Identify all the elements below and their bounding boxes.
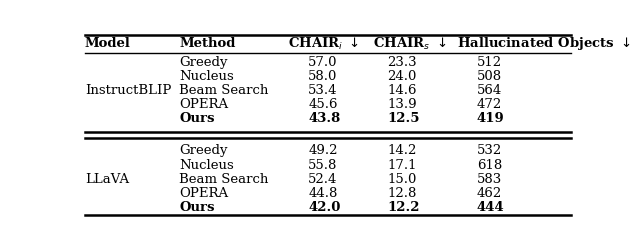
Text: Nucleus: Nucleus <box>179 158 234 172</box>
Text: 43.8: 43.8 <box>308 112 340 125</box>
Text: CHAIR$_i$ $\downarrow$: CHAIR$_i$ $\downarrow$ <box>288 36 360 52</box>
Text: 419: 419 <box>477 112 504 125</box>
Text: 17.1: 17.1 <box>388 158 417 172</box>
Text: 508: 508 <box>477 70 502 83</box>
Text: Hallucinated Objects $\downarrow$: Hallucinated Objects $\downarrow$ <box>457 35 631 52</box>
Text: Ours: Ours <box>179 112 214 125</box>
Text: 57.0: 57.0 <box>308 56 338 69</box>
Text: 15.0: 15.0 <box>388 172 417 186</box>
Text: 583: 583 <box>477 172 502 186</box>
Text: 462: 462 <box>477 187 502 200</box>
Text: 14.6: 14.6 <box>388 84 417 97</box>
Text: 42.0: 42.0 <box>308 201 340 214</box>
Text: 55.8: 55.8 <box>308 158 337 172</box>
Text: 12.2: 12.2 <box>388 201 420 214</box>
Text: Beam Search: Beam Search <box>179 172 269 186</box>
Text: OPERA: OPERA <box>179 98 228 111</box>
Text: Greedy: Greedy <box>179 56 228 69</box>
Text: Beam Search: Beam Search <box>179 84 269 97</box>
Text: 532: 532 <box>477 144 502 158</box>
Text: 53.4: 53.4 <box>308 84 338 97</box>
Text: 14.2: 14.2 <box>388 144 417 158</box>
Text: 512: 512 <box>477 56 502 69</box>
Text: 564: 564 <box>477 84 502 97</box>
Text: Nucleus: Nucleus <box>179 70 234 83</box>
Text: 58.0: 58.0 <box>308 70 337 83</box>
Text: 472: 472 <box>477 98 502 111</box>
Text: 52.4: 52.4 <box>308 172 337 186</box>
Text: 23.3: 23.3 <box>388 56 417 69</box>
Text: 44.8: 44.8 <box>308 187 337 200</box>
Text: 12.8: 12.8 <box>388 187 417 200</box>
Text: Method: Method <box>179 37 236 50</box>
Text: CHAIR$_s$ $\downarrow$: CHAIR$_s$ $\downarrow$ <box>372 36 446 52</box>
Text: 24.0: 24.0 <box>388 70 417 83</box>
Text: 49.2: 49.2 <box>308 144 338 158</box>
Text: 12.5: 12.5 <box>388 112 420 125</box>
Text: Model: Model <box>85 37 131 50</box>
Text: 618: 618 <box>477 158 502 172</box>
Text: 444: 444 <box>477 201 504 214</box>
Text: InstructBLIP: InstructBLIP <box>85 84 172 97</box>
Text: LLaVA: LLaVA <box>85 172 129 186</box>
Text: Ours: Ours <box>179 201 214 214</box>
Text: OPERA: OPERA <box>179 187 228 200</box>
Text: 45.6: 45.6 <box>308 98 338 111</box>
Text: 13.9: 13.9 <box>388 98 417 111</box>
Text: Greedy: Greedy <box>179 144 228 158</box>
